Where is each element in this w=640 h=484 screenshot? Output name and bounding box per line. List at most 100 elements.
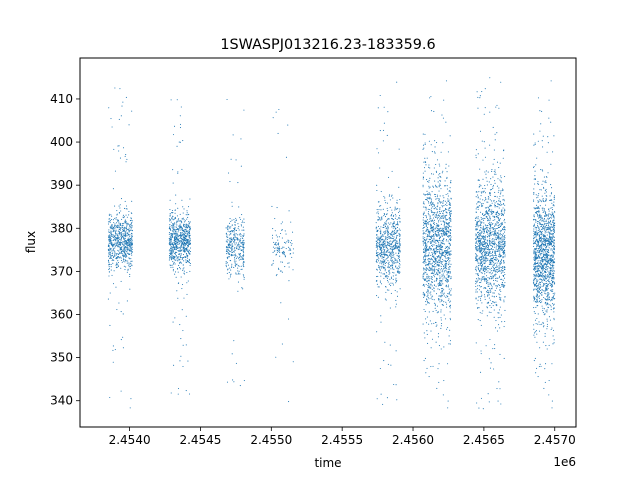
data-point (424, 215, 426, 217)
data-point (431, 262, 433, 264)
data-point (393, 245, 395, 247)
data-point (449, 268, 451, 270)
data-point (488, 297, 490, 299)
data-point (438, 235, 440, 237)
data-point (477, 243, 479, 245)
data-point (379, 130, 381, 132)
data-point (176, 227, 178, 230)
data-point (446, 295, 448, 297)
data-point (271, 237, 274, 239)
data-point (492, 126, 494, 129)
data-point (380, 231, 382, 233)
data-point (435, 266, 437, 268)
data-point (240, 239, 242, 242)
data-point (494, 217, 496, 219)
data-point (486, 244, 488, 246)
data-point (428, 236, 430, 238)
data-point (425, 198, 427, 201)
data-point (130, 224, 132, 226)
data-point (181, 239, 183, 241)
data-point (173, 125, 176, 127)
data-point (441, 292, 443, 294)
data-point (431, 219, 433, 222)
data-point (186, 218, 188, 220)
data-point (116, 309, 118, 311)
data-point (497, 242, 499, 244)
data-point (479, 278, 481, 280)
data-point (449, 187, 451, 189)
data-point (500, 175, 502, 177)
data-point (111, 244, 113, 246)
data-point (380, 217, 382, 219)
data-point (175, 255, 177, 258)
data-point (445, 193, 447, 196)
data-point (238, 259, 240, 261)
data-point (500, 190, 502, 192)
data-point (426, 316, 428, 318)
data-point (175, 231, 177, 233)
data-point (443, 232, 445, 234)
data-point (394, 239, 396, 241)
data-point (392, 251, 394, 253)
data-point (442, 283, 444, 285)
data-point (443, 292, 445, 294)
data-point (475, 245, 477, 247)
data-point (238, 265, 240, 267)
data-point (490, 284, 493, 286)
data-point (425, 164, 427, 166)
data-point (488, 197, 490, 199)
data-point (395, 299, 397, 301)
data-point (430, 259, 432, 261)
data-point (379, 268, 381, 270)
data-point (443, 214, 445, 216)
data-point (423, 167, 426, 169)
data-point (485, 251, 487, 254)
data-point (477, 206, 480, 208)
data-point (130, 218, 132, 220)
data-point (123, 238, 125, 240)
data-point (392, 275, 394, 277)
data-point (175, 240, 177, 242)
data-point (447, 254, 449, 256)
data-point (391, 234, 393, 237)
data-point (496, 277, 498, 279)
data-point (180, 235, 182, 237)
data-point (399, 264, 401, 266)
data-point (181, 168, 183, 170)
data-point (499, 247, 501, 250)
data-point (494, 231, 496, 233)
data-point (398, 252, 400, 254)
data-point (172, 234, 174, 236)
data-point (433, 268, 435, 270)
data-point (484, 247, 486, 249)
data-point (503, 357, 505, 359)
data-point (482, 213, 484, 215)
data-point (482, 178, 484, 180)
data-point (179, 240, 181, 242)
data-point (381, 242, 383, 244)
data-point (243, 109, 245, 111)
data-point (449, 235, 451, 237)
data-point (492, 265, 494, 267)
data-point (171, 251, 173, 253)
data-point (289, 247, 291, 249)
data-point (238, 257, 240, 259)
data-point (172, 321, 174, 323)
data-point (188, 243, 190, 245)
data-point (490, 205, 492, 207)
data-point (434, 233, 436, 235)
data-point (430, 203, 432, 205)
data-point (395, 265, 397, 267)
data-point (229, 276, 231, 278)
data-point (272, 117, 274, 119)
data-point (241, 214, 243, 216)
data-point (499, 251, 501, 253)
data-point (488, 233, 490, 235)
data-point (475, 237, 477, 239)
data-point (242, 244, 244, 246)
data-point (380, 315, 382, 317)
data-point (503, 286, 505, 288)
data-point (500, 192, 502, 194)
data-point (172, 230, 174, 233)
data-point (115, 233, 117, 235)
